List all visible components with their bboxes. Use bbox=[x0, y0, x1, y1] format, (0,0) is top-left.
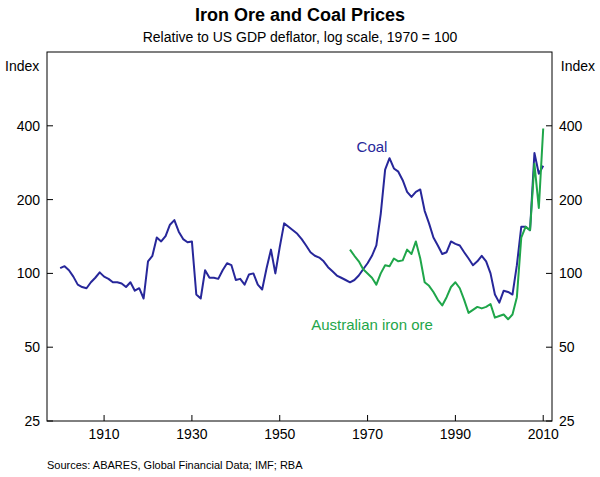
y2-tick bbox=[546, 199, 552, 200]
x-tick bbox=[279, 415, 280, 421]
y-tick bbox=[47, 347, 53, 348]
x-tick bbox=[191, 415, 192, 421]
x-tick bbox=[543, 415, 544, 421]
y2-tick bbox=[546, 347, 552, 348]
y2-tick-label: 400 bbox=[559, 118, 583, 134]
plot-frame bbox=[47, 52, 552, 421]
y2-tick-label: 100 bbox=[559, 265, 583, 281]
x-tick bbox=[455, 415, 456, 421]
x-tick bbox=[104, 415, 105, 421]
y2-axis-label: Index bbox=[561, 58, 595, 74]
x-tick-label: 1990 bbox=[440, 426, 471, 442]
y-tick-label: 100 bbox=[17, 265, 41, 281]
y-axis-label: Index bbox=[5, 58, 39, 74]
y-tick-label: 50 bbox=[24, 339, 40, 355]
series-line bbox=[60, 153, 543, 303]
y-tick-label: 200 bbox=[17, 192, 41, 208]
series-label: Coal bbox=[357, 138, 388, 155]
y-tick bbox=[47, 199, 53, 200]
y2-tick-label: 25 bbox=[559, 413, 575, 429]
y2-tick-label: 200 bbox=[559, 192, 583, 208]
y2-tick bbox=[546, 273, 552, 274]
x-tick-label: 1930 bbox=[176, 426, 207, 442]
y2-tick bbox=[546, 125, 552, 126]
chart: Iron Ore and Coal Prices Relative to US G… bbox=[0, 0, 600, 477]
x-tick-label: 2010 bbox=[528, 426, 559, 442]
y-tick-label: 25 bbox=[24, 413, 40, 429]
y-tick-label: 400 bbox=[17, 118, 41, 134]
x-tick-label: 1970 bbox=[352, 426, 383, 442]
source-note: Sources: ABARES, Global Financial Data; … bbox=[47, 459, 303, 471]
x-tick bbox=[367, 415, 368, 421]
subtitle: Relative to US GDP deflator, log scale, … bbox=[143, 29, 458, 45]
y2-tick-label: 50 bbox=[559, 339, 575, 355]
plot-area bbox=[60, 129, 543, 320]
y-tick bbox=[47, 125, 53, 126]
series-line bbox=[350, 129, 543, 320]
y-tick bbox=[47, 273, 53, 274]
series-label: Australian iron ore bbox=[311, 316, 433, 333]
title: Iron Ore and Coal Prices bbox=[195, 5, 405, 25]
x-tick-label: 1950 bbox=[264, 426, 295, 442]
x-tick-label: 1910 bbox=[89, 426, 120, 442]
